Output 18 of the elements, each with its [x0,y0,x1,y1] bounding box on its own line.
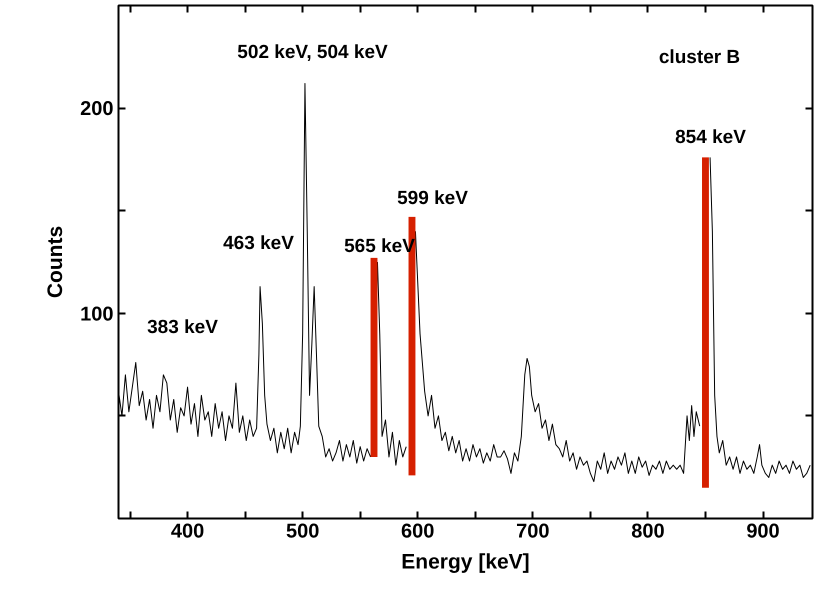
x-tick-label: 400 [170,520,204,542]
x-tick-label: 500 [286,520,320,542]
annotation: 599 keV [397,188,468,209]
annotation: 463 keV [223,233,294,254]
x-tick-label: 800 [631,520,665,542]
bar [702,157,709,488]
annotation: 502 keV, 504 keV [237,42,388,63]
y-tick-label: 200 [80,98,114,120]
x-axis-title: Energy [keV] [401,550,530,574]
annotation: 854 keV [675,127,746,148]
x-tick-label: 900 [746,520,780,542]
y-tick-label: 100 [80,303,114,326]
x-tick-label: 700 [516,520,550,542]
annotation: 383 keV [147,317,218,338]
annotation: cluster B [658,47,740,68]
bar [370,258,378,457]
y-axis-title: Counts [44,226,68,298]
x-tick-label: 600 [401,520,434,542]
